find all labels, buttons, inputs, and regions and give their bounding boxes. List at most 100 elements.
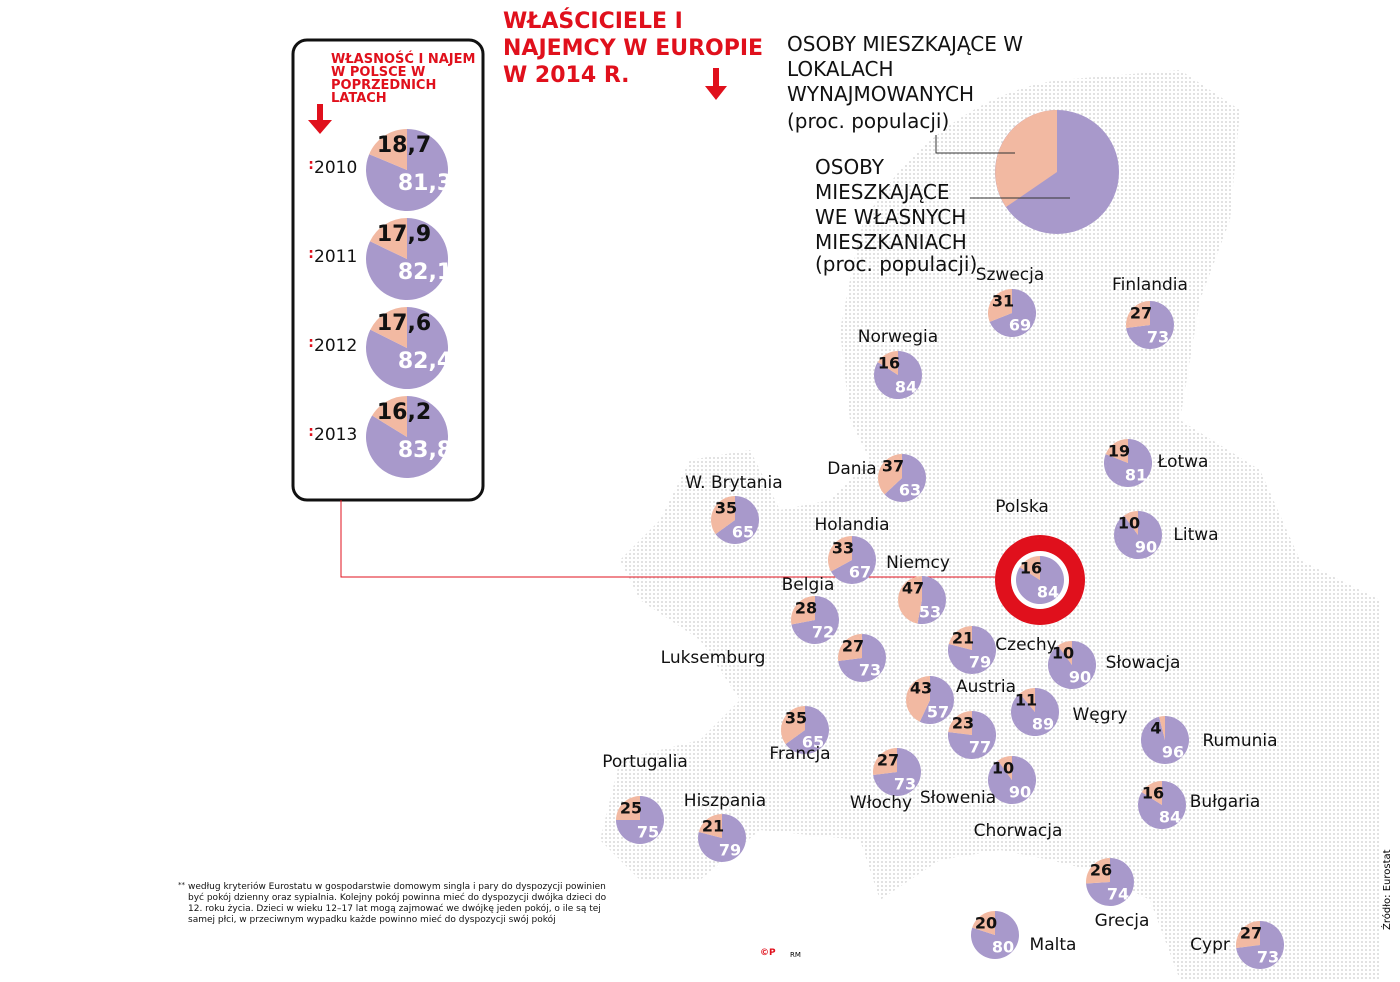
rent-label: 20	[975, 914, 997, 933]
rent-label: 35	[785, 709, 807, 728]
rent-label: 27	[842, 637, 864, 656]
own-label: 67	[849, 563, 871, 582]
pie-rent	[1105, 439, 1128, 463]
country-name: W. Brytania	[685, 473, 783, 493]
country-name: Niemcy	[886, 553, 950, 573]
rent-label: 27	[877, 751, 899, 770]
rent-label: 21	[952, 629, 974, 648]
country-name: Włochy	[849, 793, 913, 813]
pie-own	[917, 576, 946, 624]
own-label: 57	[927, 703, 949, 722]
pie-own	[1236, 921, 1284, 970]
pie-rent	[1086, 858, 1110, 884]
pie-own	[884, 454, 927, 502]
pie-rent	[616, 796, 640, 820]
rent-label: 17,9	[377, 222, 431, 247]
pie-rent	[948, 626, 972, 650]
logo: ©P	[760, 948, 776, 958]
rent-label: 37	[882, 457, 904, 476]
rent-label: 25	[620, 799, 642, 818]
rent-label: 31	[992, 292, 1014, 311]
rent-label: 19	[1108, 442, 1130, 461]
pie-rent	[878, 454, 902, 495]
rent-label: 23	[952, 714, 974, 733]
pie-rent	[1141, 781, 1162, 805]
year-marker: :	[308, 335, 314, 351]
rent-label: 16	[1020, 559, 1042, 578]
own-label: 65	[732, 523, 754, 542]
pie-own	[989, 289, 1037, 337]
own-label: 79	[719, 841, 741, 860]
country-name: Hiszpania	[683, 791, 767, 811]
country-name: Grecja	[1094, 911, 1150, 931]
rent-label: 16	[1142, 784, 1164, 803]
own-label: 82,1	[398, 260, 452, 285]
year-label: 2013	[314, 425, 358, 445]
rent-label: 18,7	[377, 133, 431, 158]
pie-rent	[1019, 556, 1040, 580]
own-label: 79	[969, 653, 991, 672]
rent-label: 16	[878, 354, 900, 373]
year-label: 2011	[314, 247, 358, 267]
leader	[935, 135, 1015, 154]
own-label: 72	[812, 623, 834, 642]
own-label: 80	[992, 938, 1014, 957]
own-label: 53	[919, 603, 941, 622]
own-label: 73	[859, 661, 881, 680]
legend-rent	[995, 110, 1057, 207]
pie-own	[1126, 301, 1174, 350]
country-name: Czechy	[995, 635, 1057, 655]
own-label: 83,8	[398, 438, 452, 463]
country-name: Polska	[995, 497, 1049, 517]
own-label: 90	[1009, 783, 1031, 802]
own-label: 90	[1135, 538, 1157, 557]
own-label: 73	[1257, 948, 1279, 967]
pie-own	[365, 396, 448, 478]
country-name: Łotwa	[1157, 452, 1209, 472]
year-marker: :	[308, 246, 314, 262]
country-name: Dania	[827, 459, 877, 479]
rent-label: 43	[910, 679, 932, 698]
pie-own	[948, 711, 997, 760]
pie-rent	[1123, 511, 1138, 535]
country-name: Norwegia	[857, 327, 939, 347]
connector	[340, 500, 1000, 578]
rent-label: 4	[1150, 719, 1161, 738]
country-name: Finlandia	[1112, 275, 1188, 295]
pie-rent	[988, 289, 1012, 322]
pie-rent	[873, 748, 897, 776]
year-label: 2010	[314, 158, 358, 178]
pie-rent	[698, 814, 722, 838]
pie-rent	[906, 676, 930, 722]
pie-rent	[781, 706, 805, 745]
rent-label: 35	[715, 499, 737, 518]
own-label: 77	[969, 738, 991, 757]
rent-label: 10	[992, 759, 1014, 778]
country-name: Luksemburg	[660, 648, 766, 668]
pie-own	[791, 596, 840, 644]
pie-rent	[372, 396, 407, 437]
rent-label: 10	[1052, 644, 1074, 663]
own-label: 82,4	[398, 349, 452, 374]
arrow	[705, 68, 727, 100]
pie-rent	[1125, 301, 1150, 329]
country-name: Cypr	[1190, 935, 1230, 955]
pie-own	[971, 911, 1020, 960]
year-marker: :	[308, 424, 314, 440]
own-label: 84	[1159, 808, 1181, 827]
pie-own	[1141, 716, 1190, 764]
pie-own	[988, 756, 1036, 804]
pie-rent	[997, 756, 1012, 780]
country-name: Bułgaria	[1189, 792, 1261, 812]
pie-own	[1086, 858, 1135, 907]
rent-label: 26	[1090, 861, 1112, 880]
pie-own	[1011, 688, 1060, 737]
legend-rent-label: OSOBY MIESZKAJĄCE W LOKALACH WYNAJMOWANY…	[787, 32, 1023, 106]
own-label: 73	[1147, 328, 1169, 347]
pie-rent	[711, 496, 735, 535]
own-label: 84	[1037, 583, 1059, 602]
legend-pie	[935, 110, 1119, 234]
year-label: 2012	[314, 336, 358, 356]
